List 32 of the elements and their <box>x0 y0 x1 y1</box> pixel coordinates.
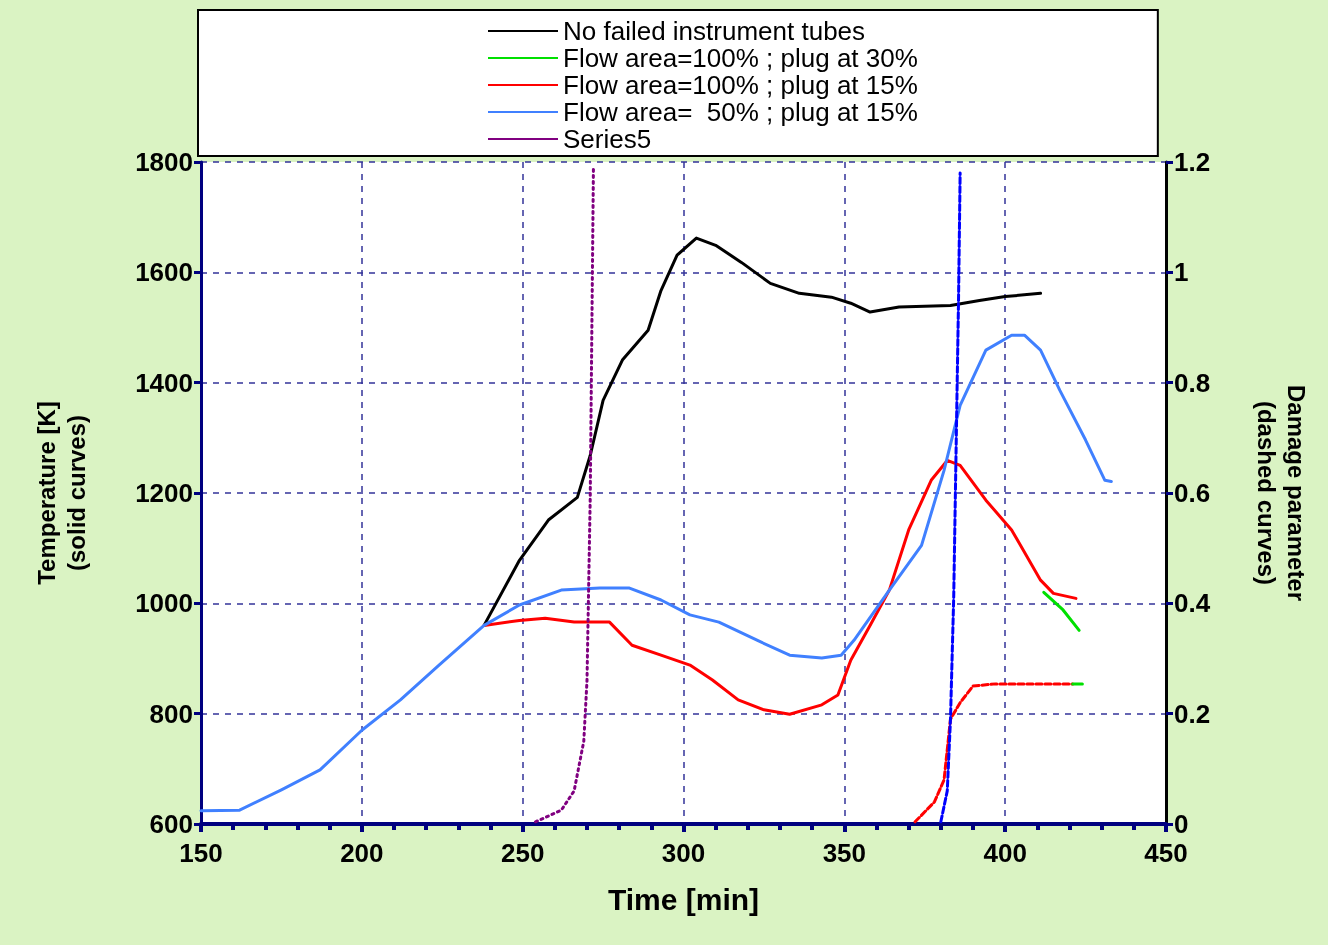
line-series <box>534 166 595 824</box>
y-tick-label: 800 <box>149 698 193 729</box>
line-series <box>482 458 1078 716</box>
y2-tick-label: 0 <box>1174 809 1189 839</box>
x-tick-label: 250 <box>500 838 545 868</box>
x-axis-title: Time [min] <box>607 882 760 916</box>
y2-tick-label: 0.8 <box>1174 367 1211 398</box>
y2-tick-label: 0.2 <box>1174 698 1211 729</box>
x-tick-label: 350 <box>822 838 867 868</box>
y-tick-label: 600 <box>149 809 193 839</box>
y2-tick-label: 1.2 <box>1174 147 1211 177</box>
x-tick-label: 300 <box>661 838 706 868</box>
y2-tick-label: 1 <box>1174 257 1189 288</box>
y2-tick-label: 0.4 <box>1174 588 1211 619</box>
legend-label: No failed instrument tubes <box>563 16 866 46</box>
y-tick-label: 1000 <box>135 588 193 619</box>
x-tick-label: 400 <box>983 838 1027 868</box>
x-tick-label: 450 <box>1144 838 1188 868</box>
line-series <box>482 236 1043 627</box>
y2-tick-label: 0.6 <box>1174 478 1211 508</box>
legend-label: Flow area=100% ; plug at 30% <box>563 43 918 73</box>
y-tick-label: 1800 <box>135 147 193 177</box>
line-series <box>939 171 962 824</box>
y-axis-title: Temperature [K] (solid curves) <box>32 401 90 585</box>
x-tick-label: 150 <box>179 838 223 868</box>
x-tick-label: 200 <box>340 838 384 868</box>
y2-axis-title: Damage parameter (dashed curves) <box>1252 384 1310 602</box>
line-series <box>199 333 1113 813</box>
legend-label: Series5 <box>563 124 652 154</box>
y-tick-label: 1600 <box>135 257 193 288</box>
y-tick-label: 1400 <box>135 367 193 398</box>
y-tick-label: 1200 <box>135 478 193 508</box>
